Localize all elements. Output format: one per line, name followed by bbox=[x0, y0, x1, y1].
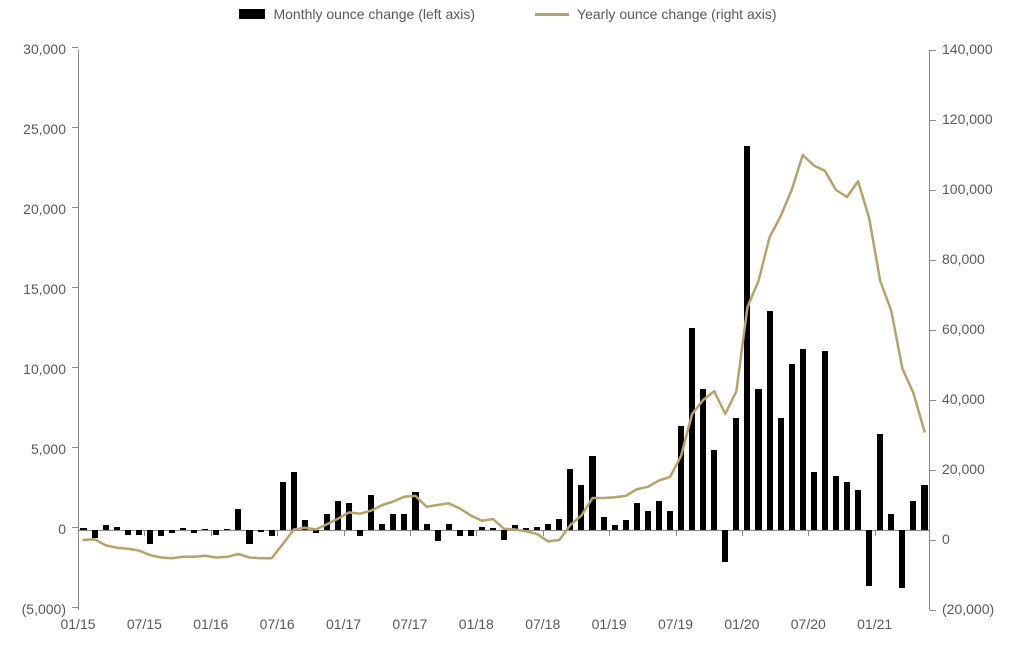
left-tick-label: 25,000 bbox=[0, 121, 66, 137]
right-tick-label: 100,000 bbox=[942, 181, 993, 197]
line-series bbox=[78, 50, 930, 610]
right-tick-mark bbox=[930, 260, 936, 261]
x-tick-label: 07/18 bbox=[525, 616, 560, 632]
x-tick-label: 07/17 bbox=[392, 616, 427, 632]
legend-label-monthly: Monthly ounce change (left axis) bbox=[273, 6, 475, 22]
x-tick-label: 07/16 bbox=[260, 616, 295, 632]
right-tick-mark bbox=[930, 120, 936, 121]
x-tick-label: 01/19 bbox=[592, 616, 627, 632]
right-tick-label: 0 bbox=[942, 531, 950, 547]
left-tick-mark bbox=[72, 47, 78, 48]
right-tick-label: 60,000 bbox=[942, 321, 985, 337]
x-tick-label: 01/20 bbox=[724, 616, 759, 632]
right-tick-mark bbox=[930, 470, 936, 471]
legend-swatch-bar bbox=[239, 9, 265, 19]
right-tick-mark bbox=[930, 610, 936, 611]
right-tick-mark bbox=[930, 50, 936, 51]
right-tick-label: 140,000 bbox=[942, 41, 993, 57]
left-tick-label: 20,000 bbox=[0, 201, 66, 217]
right-tick-label: 120,000 bbox=[942, 111, 993, 127]
right-tick-mark bbox=[930, 190, 936, 191]
chart-container: Monthly ounce change (left axis) Yearly … bbox=[0, 0, 1016, 664]
x-tick-label: 07/19 bbox=[658, 616, 693, 632]
x-tick-label: 01/21 bbox=[857, 616, 892, 632]
plot-area: (5,000)05,00010,00015,00020,00025,00030,… bbox=[78, 50, 930, 610]
legend-swatch-line bbox=[535, 13, 569, 16]
right-tick-label: 80,000 bbox=[942, 251, 985, 267]
right-tick-mark bbox=[930, 540, 936, 541]
x-tick-label: 07/20 bbox=[791, 616, 826, 632]
left-tick-label: 0 bbox=[0, 521, 66, 537]
legend-item-yearly: Yearly ounce change (right axis) bbox=[535, 6, 777, 22]
right-tick-label: (20,000) bbox=[942, 601, 994, 617]
left-tick-label: 30,000 bbox=[0, 41, 66, 57]
right-tick-label: 20,000 bbox=[942, 461, 985, 477]
x-tick-label: 01/16 bbox=[193, 616, 228, 632]
chart-legend: Monthly ounce change (left axis) Yearly … bbox=[0, 6, 1016, 22]
x-tick-label: 01/15 bbox=[60, 616, 95, 632]
legend-item-monthly: Monthly ounce change (left axis) bbox=[239, 6, 475, 22]
legend-label-yearly: Yearly ounce change (right axis) bbox=[577, 6, 777, 22]
right-tick-label: 40,000 bbox=[942, 391, 985, 407]
x-tick-label: 07/15 bbox=[127, 616, 162, 632]
right-tick-mark bbox=[930, 400, 936, 401]
left-tick-label: (5,000) bbox=[0, 601, 66, 617]
left-tick-label: 10,000 bbox=[0, 361, 66, 377]
left-tick-label: 5,000 bbox=[0, 441, 66, 457]
left-tick-label: 15,000 bbox=[0, 281, 66, 297]
x-tick-label: 01/17 bbox=[326, 616, 361, 632]
x-tick-label: 01/18 bbox=[459, 616, 494, 632]
right-tick-mark bbox=[930, 330, 936, 331]
